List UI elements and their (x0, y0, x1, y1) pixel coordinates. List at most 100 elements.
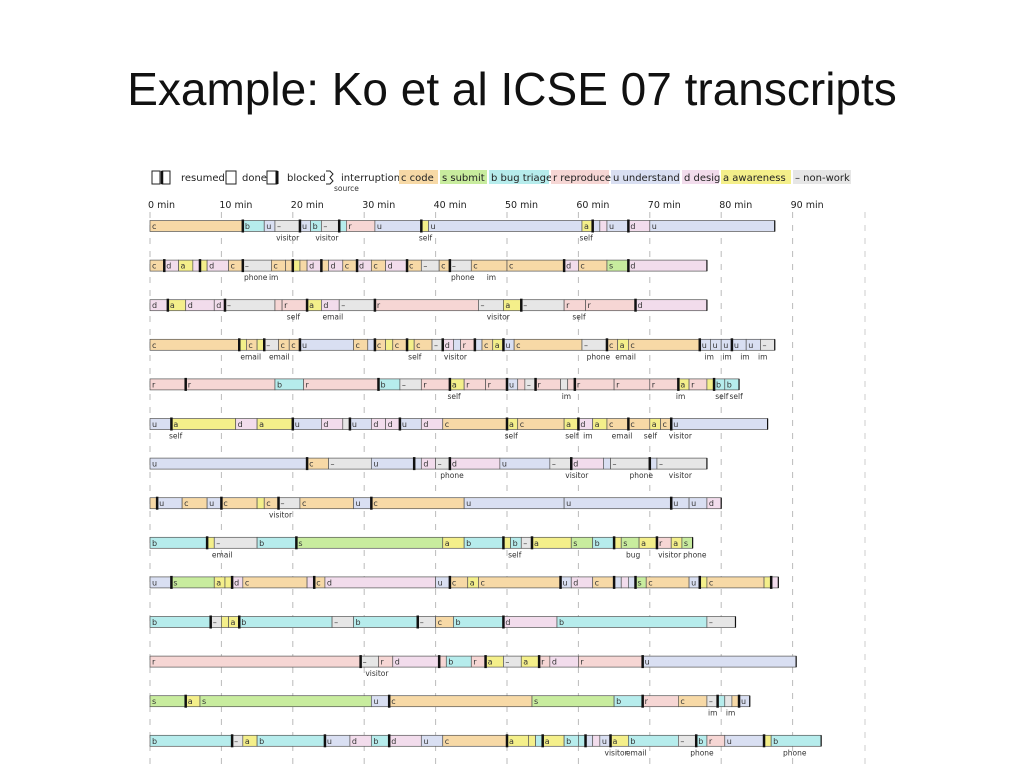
transcript-row: u c – u d – d u – d – –phone visitor phone visitor (149, 457, 708, 480)
segment-label: d (373, 420, 378, 429)
segment-label: u (152, 460, 157, 469)
segment-label: b (595, 539, 600, 548)
segment-label: – (762, 341, 766, 350)
segment-label: u (466, 499, 471, 508)
axis-tick-label: 0 min (148, 200, 175, 211)
task-segment (724, 695, 733, 708)
segment-label: – (363, 658, 367, 667)
interruption-source-label: im (708, 709, 717, 718)
segment-label: u (373, 460, 378, 469)
task-segment (628, 259, 708, 272)
segment-label: a (309, 301, 314, 310)
segment-label: b (152, 618, 157, 627)
segment-label: c (152, 222, 156, 231)
segment-label: – (331, 460, 335, 469)
interruption-source-label: im (740, 352, 749, 361)
task-segment (599, 220, 608, 232)
segment-label: – (213, 618, 217, 627)
interruption-source-label: self (508, 550, 522, 559)
segment-label: u (502, 460, 507, 469)
segment-label: d (238, 420, 243, 429)
segment-label: c (445, 737, 449, 746)
legend-source-label: source (334, 184, 359, 193)
segment-label: r (566, 301, 570, 310)
segment-label: s (152, 697, 156, 706)
segment-label: r (709, 737, 713, 746)
task-segment (296, 536, 444, 549)
interruption-icon (326, 170, 334, 185)
segment-label: a (545, 737, 550, 746)
segment-label: u (295, 420, 300, 429)
segment-label: c (609, 341, 613, 350)
segment-label: s (173, 578, 177, 587)
segment-label: c (438, 618, 442, 627)
task-segment (428, 220, 583, 232)
segment-label: d (573, 460, 578, 469)
task-segment (324, 576, 436, 589)
axis-tick-label: 90 min (791, 200, 824, 211)
segment-label: c (245, 578, 249, 587)
segment-label: d (552, 658, 557, 667)
interruption-source-label: email (240, 352, 261, 361)
segment-label: u (727, 737, 732, 746)
segment-label: r (284, 301, 288, 310)
segment-label: u (673, 420, 678, 429)
legend-category-label: u understand (613, 173, 680, 184)
segment-label: a (170, 301, 175, 310)
task-segment (520, 299, 565, 312)
interruption-source-label: self (505, 432, 519, 441)
segment-label: r (616, 380, 620, 389)
segment-label: c (441, 262, 445, 271)
segment-label: r (463, 341, 467, 350)
legend-swatch-6 (721, 170, 791, 184)
segment-label: c (445, 420, 449, 429)
segment-label: c (709, 578, 713, 587)
axis-tick-label: 50 min (505, 200, 538, 211)
segment-label: d (638, 301, 643, 310)
segment-label: a (181, 262, 186, 271)
task-segment (224, 299, 276, 312)
segment-label: d (423, 460, 428, 469)
interruption-source-label: email (612, 432, 633, 441)
segment-label: c (648, 578, 652, 587)
task-segment (770, 734, 822, 747)
segment-label: u (152, 578, 157, 587)
segment-label: r (541, 658, 545, 667)
segment-label: d (327, 578, 332, 587)
transcript-row: s a s u c s b r c – uim im (149, 694, 751, 718)
segment-label: b (355, 618, 360, 627)
task-segment (221, 616, 229, 628)
task-segment (353, 616, 419, 628)
segment-label: c (248, 341, 252, 350)
segment-label: d (234, 578, 239, 587)
segment-label: c (152, 341, 156, 350)
task-segment (374, 299, 479, 312)
task-segment (274, 299, 283, 312)
task-segment (242, 576, 308, 589)
segment-label: b (380, 380, 385, 389)
interruption-source-label: visitor (487, 313, 511, 322)
segment-label: u (741, 697, 746, 706)
segment-label: – (402, 380, 406, 389)
segment-label: – (452, 262, 456, 271)
segment-label: d (188, 301, 193, 310)
interruption-source-label: self (729, 392, 743, 401)
axis-tick-label: 40 min (434, 200, 467, 211)
segment-label: c (663, 420, 667, 429)
segment-label: u (355, 499, 360, 508)
segment-label: d (166, 262, 171, 271)
task-segment (463, 497, 565, 510)
interruption-source-label: visitor (269, 511, 293, 520)
axis-tick-label: 60 min (576, 200, 609, 211)
segment-label: s (684, 539, 688, 548)
segment-label: s (202, 697, 206, 706)
segment-label: c (377, 341, 381, 350)
interruption-source-label: phone (690, 748, 714, 757)
task-segment (328, 457, 372, 470)
interruption-source-label: im (583, 432, 592, 441)
segment-label: b (727, 380, 732, 389)
segment-label: – (709, 697, 713, 706)
segment-label: u (352, 420, 357, 429)
segment-label: c (291, 341, 295, 350)
